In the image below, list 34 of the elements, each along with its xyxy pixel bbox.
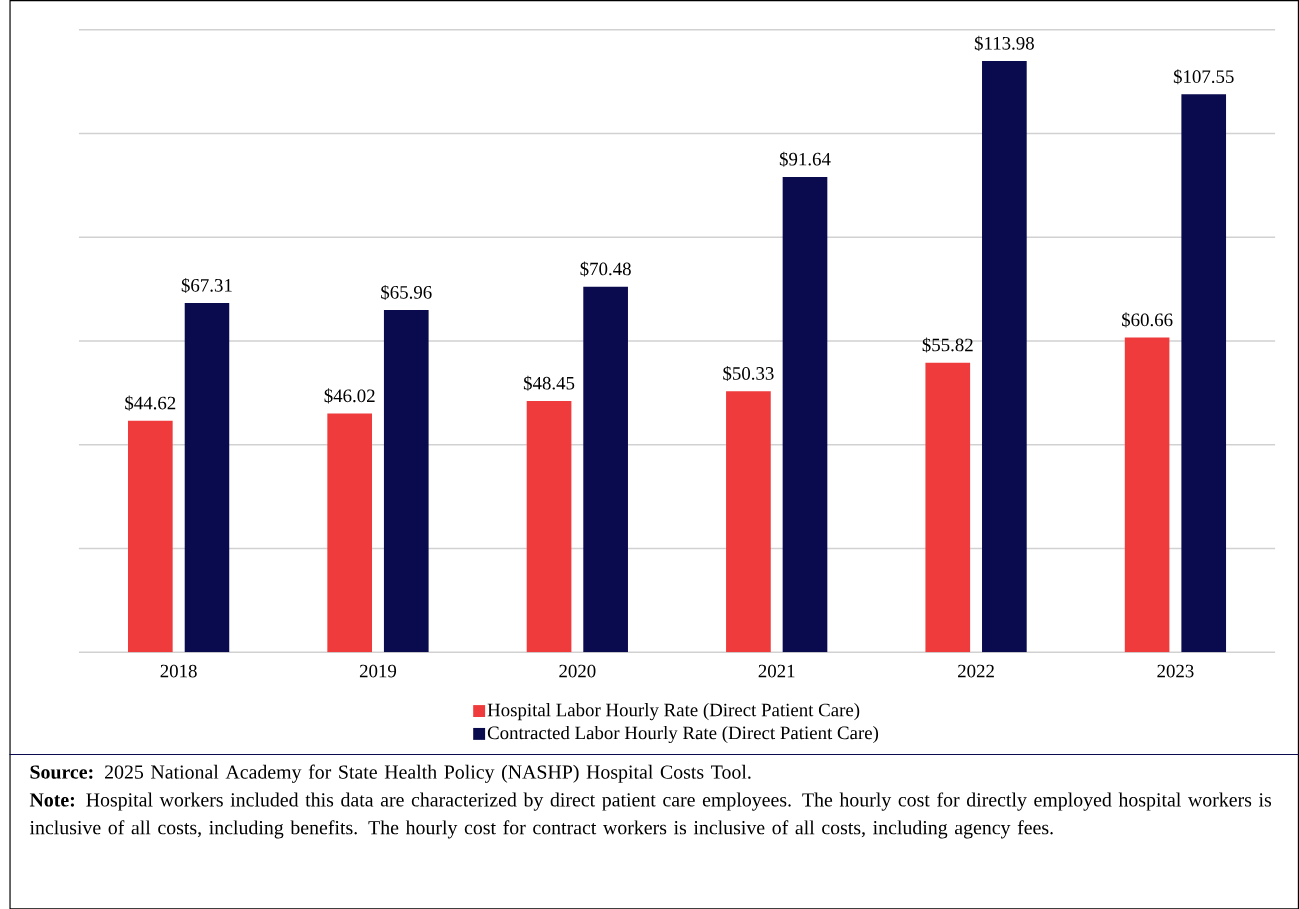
bar: [327, 413, 373, 653]
data-label: $70.48: [580, 261, 631, 277]
bar: [982, 60, 1027, 653]
legend-label: Hospital Labor Hourly Rate (Direct Patient Care): [487, 702, 860, 721]
bar: [526, 400, 572, 653]
bar: [1124, 337, 1170, 653]
data-label: $50.33: [723, 365, 774, 381]
data-label: $60.66: [1122, 312, 1173, 328]
x-tick-label: 2023: [1157, 664, 1194, 678]
data-label: $107.55: [1173, 68, 1234, 85]
x-tick-label: 2018: [160, 664, 197, 678]
data-label: $113.98: [974, 35, 1034, 51]
bar: [184, 302, 230, 653]
bar: [1181, 94, 1227, 653]
data-label: $48.45: [523, 375, 575, 391]
bar: [127, 420, 173, 653]
bar: [925, 362, 971, 653]
data-label: $46.02: [324, 388, 375, 404]
x-tick-label: 2020: [559, 664, 596, 678]
x-tick-label: 2022: [958, 664, 994, 678]
bar: [726, 391, 771, 653]
bar: [583, 286, 628, 653]
text: Note: Hospital workers included this data are characterized by direct patient care employees. The hourly cost for directly employed hospital workers is inclusive of all costs, including benefits. The hourly cost for contract workers is inclusive of all costs, including agency fees.: [29, 792, 1272, 839]
data-label: $91.64: [779, 151, 831, 167]
text: Source: 2025 National Academy for State Health Policy (NASHP) Hospital Costs Tool.: [30, 764, 751, 783]
x-tick-label: 2021: [758, 664, 795, 678]
data-label: $55.82: [922, 337, 973, 353]
data-label: $65.96: [381, 284, 432, 300]
data-label: $67.31: [181, 277, 232, 293]
legend-label: Contracted Labor Hourly Rate (Direct Patient Care): [487, 725, 879, 743]
data-label: $44.62: [125, 395, 176, 411]
x-tick-label: 2019: [359, 664, 397, 678]
bar: [383, 309, 429, 653]
bar: [782, 176, 828, 653]
